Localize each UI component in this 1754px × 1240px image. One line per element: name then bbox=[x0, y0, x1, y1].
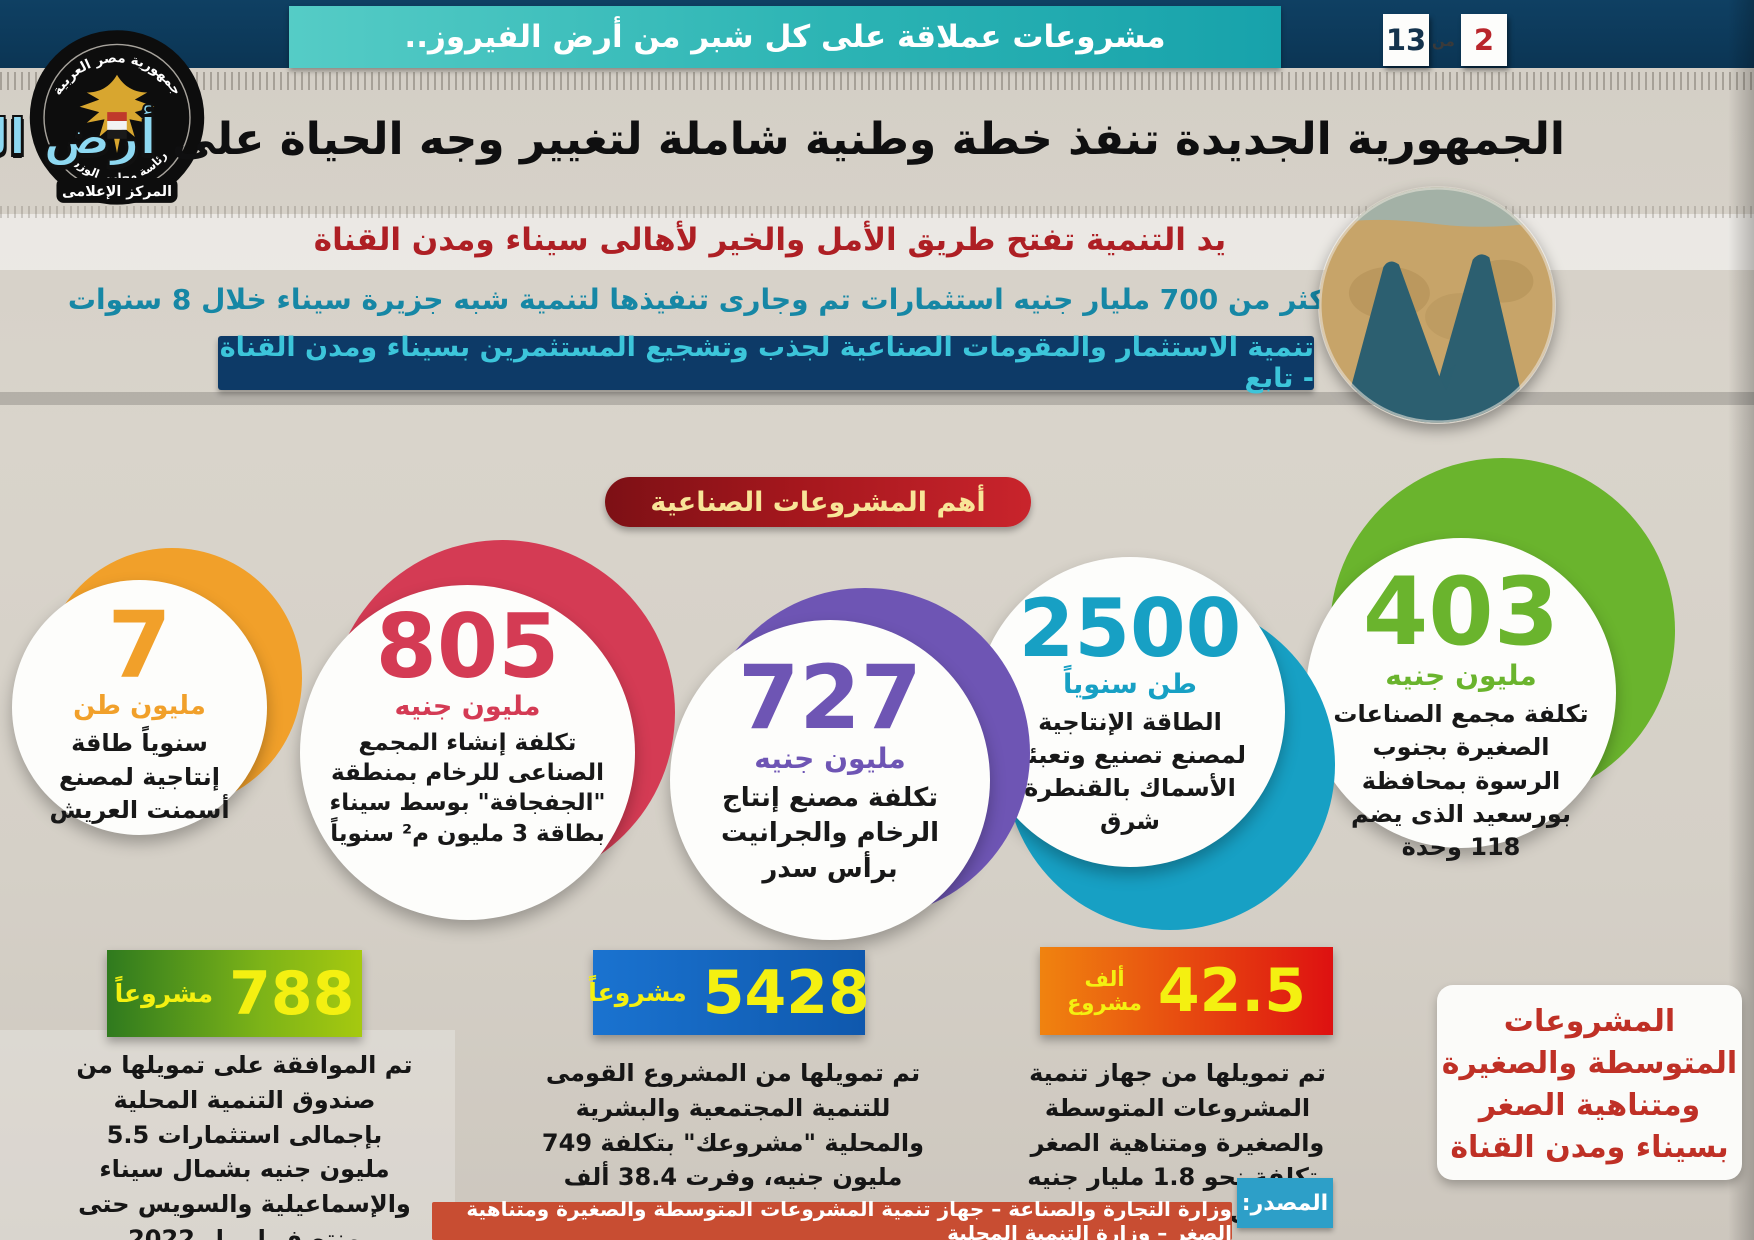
stat-desc: الطاقة الإنتاجية لمصنع تصنيع وتعبئة الأس… bbox=[1014, 708, 1246, 836]
stat-bar-5428: 5428 مشروعاً bbox=[588, 950, 870, 1035]
sinai-map-svg bbox=[1319, 187, 1555, 423]
page-title-highlight: أرض الفيروز bbox=[0, 107, 158, 167]
stat-number: 7 bbox=[107, 592, 172, 699]
stat-unit: مليون جنيه bbox=[754, 741, 906, 775]
stat-number: 2500 bbox=[1018, 582, 1242, 675]
category-side-box: المشروعات المتوسطة والصغيرة ومتناهية الص… bbox=[1437, 985, 1742, 1180]
top-banner: مشروعات عملاقة على كل شبر من أرض الفيروز… bbox=[289, 6, 1281, 68]
page-title: الجمهورية الجديدة تنفذ خطة وطنية شاملة ل… bbox=[0, 107, 1565, 167]
stat-number: 403 bbox=[1362, 558, 1560, 667]
page-title-main: الجمهورية الجديدة تنفذ خطة وطنية شاملة ل… bbox=[171, 114, 1565, 165]
bar-unit: مشروعاً bbox=[114, 979, 214, 1008]
sinai-map-image bbox=[1318, 186, 1556, 424]
stat-circle-face: 7 مليون طن سنوياً طاقة إنتاجية لمصنع أسم… bbox=[12, 580, 267, 835]
page-of-label: من bbox=[1432, 32, 1455, 50]
stat-desc-788: تم الموافقة على تمويلها من صندوق التنمية… bbox=[76, 1051, 413, 1240]
bar-unit: ألف مشروع bbox=[1067, 967, 1142, 1015]
bar-unit-line2: مشروع bbox=[1067, 991, 1142, 1015]
texture-strip-top bbox=[0, 72, 1754, 90]
stat-circle-face: 727 مليون جنيه تكلفة مصنع إنتاج الرخام و… bbox=[670, 620, 990, 940]
stat-circle-face: 805 مليون جنيه تكلفة إنشاء المجمع الصناع… bbox=[300, 585, 635, 920]
bar-number: 5428 bbox=[702, 957, 870, 1028]
stat-desc: تكلفة مجمع الصناعات الصغيرة بجنوب الرسوة… bbox=[1333, 700, 1589, 861]
page-total-badge: 13 bbox=[1383, 14, 1429, 66]
source-label: المصدر: bbox=[1237, 1178, 1333, 1228]
stat-unit: مليون جنيه bbox=[394, 690, 541, 722]
stat-number: 805 bbox=[375, 595, 560, 698]
section-title-pill: أهم المشروعات الصناعية bbox=[605, 477, 1031, 527]
subtitle-red: يد التنمية تفتح طريق الأمل والخير لأهالى… bbox=[313, 222, 1227, 258]
stat-desc: تكلفة إنشاء المجمع الصناعى للرخام بمنطقة… bbox=[329, 729, 606, 847]
stat-desc: سنوياً طاقة إنتاجية لمصنع أسمنت العريش bbox=[49, 729, 230, 824]
section-title-text: أهم المشروعات الصناعية bbox=[650, 486, 986, 518]
stat-circle-face: 2500 طن سنوياً الطاقة الإنتاجية لمصنع تص… bbox=[975, 557, 1285, 867]
bar-number: 788 bbox=[229, 958, 355, 1029]
bar-number: 42.5 bbox=[1157, 956, 1306, 1026]
emblem-ribbon bbox=[56, 177, 178, 203]
stat-number: 727 bbox=[738, 646, 922, 749]
stat-bar-788: 788 مشروعاً bbox=[107, 950, 362, 1037]
bottom-left-shading bbox=[0, 1030, 455, 1240]
stat-unit: مليون طن bbox=[73, 691, 206, 722]
stat-unit: مليون جنيه bbox=[1385, 659, 1537, 693]
stat-desc: تكلفة مصنع إنتاج الرخام والجرانيت برأس س… bbox=[720, 782, 940, 885]
stat-unit: طن سنوياً bbox=[1063, 669, 1197, 700]
source-bar: وزارة التجارة والصناعة – جهاز تنمية المش… bbox=[432, 1197, 1232, 1240]
page-current-badge: 2 bbox=[1461, 14, 1507, 66]
investment-banner: تنمية الاستثمار والمقومات الصناعية لجذب … bbox=[218, 332, 1314, 394]
bar-unit-line1: ألف bbox=[1084, 966, 1125, 991]
texture-strip-mid bbox=[0, 206, 1754, 218]
stat-circle-face: 403 مليون جنيه تكلفة مجمع الصناعات الصغي… bbox=[1306, 538, 1616, 861]
emblem-svg: جمهورية مصر العربية رئاسة مجلس الوزراء ا… bbox=[29, 30, 205, 205]
government-emblem-logo: جمهورية مصر العربية رئاسة مجلس الوزراء ا… bbox=[28, 28, 206, 214]
top-banner-text: مشروعات عملاقة على كل شبر من أرض الفيروز… bbox=[404, 19, 1166, 55]
bar-unit: مشروعاً bbox=[588, 978, 687, 1007]
subtitle-teal: أكثر من 700 مليار جنيه استثمارات تم وجار… bbox=[67, 283, 1335, 316]
stat-bar-42500: 42.5 ألف مشروع bbox=[1040, 947, 1333, 1035]
emblem-ribbon-text: المركز الإعلامى bbox=[62, 184, 172, 200]
category-side-box-text: المشروعات المتوسطة والصغيرة ومتناهية الص… bbox=[1441, 1004, 1738, 1165]
gray-shadow-strip bbox=[0, 392, 1754, 405]
